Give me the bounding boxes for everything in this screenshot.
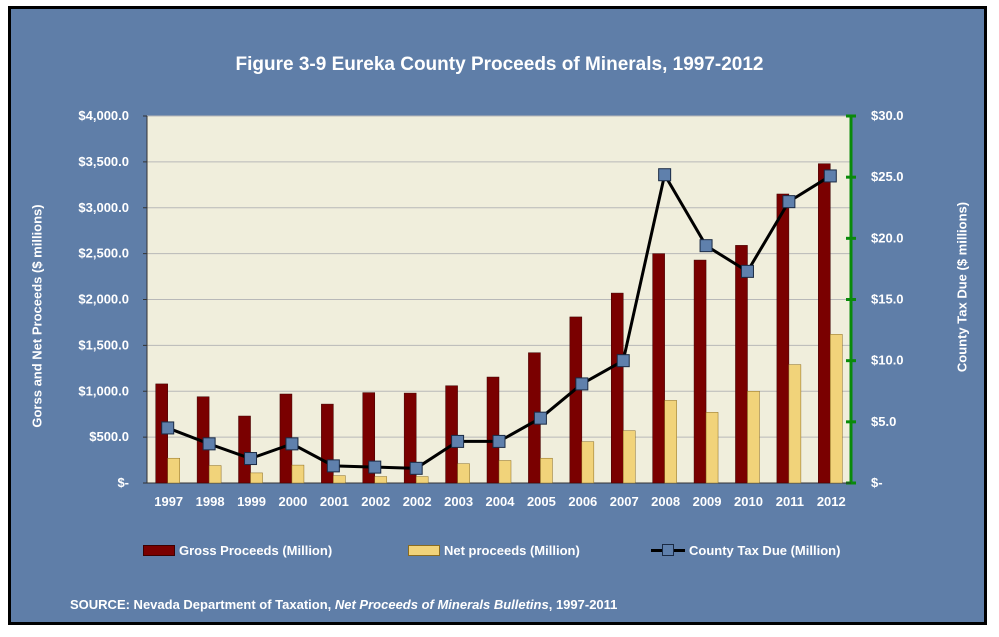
- x-tick-label: 1998: [196, 494, 225, 509]
- bar-gross-2011: [776, 193, 790, 484]
- x-tick-label: 2005: [527, 494, 556, 509]
- x-tick-label: 2001: [320, 494, 349, 509]
- marker-tax-2011: [782, 195, 796, 209]
- x-tick-label: 1997: [154, 494, 183, 509]
- bar-net-2006: [581, 441, 595, 484]
- legend-swatch-tax: [651, 544, 685, 556]
- source-note: SOURCE: Nevada Department of Taxation, N…: [70, 597, 617, 612]
- bar-net-2002: [415, 476, 429, 484]
- y2-tick-label: $20.0: [871, 230, 904, 245]
- marker-tax-1999: [244, 452, 258, 466]
- marker-tax-2002: [409, 461, 423, 475]
- marker-tax-2009: [699, 239, 713, 253]
- bar-net-1998: [208, 465, 222, 484]
- bar-gross-1999: [238, 415, 251, 484]
- marker-tax-1997: [161, 421, 175, 435]
- bar-net-2007: [622, 430, 636, 484]
- y-tick-label: $500.0: [89, 429, 129, 444]
- x-tick-label: 2002: [403, 494, 432, 509]
- y-axis-label: Gorss and Net Proceeds ($ millions): [29, 204, 45, 428]
- y2-tick-label: $30.0: [871, 108, 904, 123]
- x-tick-label: 2011: [776, 494, 804, 509]
- bar-net-2011: [788, 364, 802, 484]
- x-tick-label: 2004: [486, 494, 516, 509]
- bar-net-1997: [167, 457, 180, 484]
- legend-item-gross: Gross Proceeds (Million): [143, 541, 332, 559]
- x-tick-label: 2008: [651, 494, 680, 509]
- bar-net-2009: [705, 412, 719, 484]
- marker-tax-2007: [616, 354, 630, 368]
- marker-tax-2005: [533, 411, 547, 425]
- chart-title: Figure 3-9 Eureka County Proceeds of Min…: [235, 54, 764, 75]
- bar-gross-2010: [735, 245, 748, 484]
- legend-item-net: Net proceeds (Million): [408, 541, 580, 559]
- marker-tax-2000: [285, 437, 299, 451]
- marker-tax-2012: [823, 169, 837, 183]
- y-tick-label: $4,000.0: [78, 108, 129, 123]
- marker-tax-1998: [202, 437, 216, 451]
- bar-net-2008: [664, 400, 677, 484]
- bar-gross-2009: [693, 259, 707, 484]
- marker-tax-2004: [492, 434, 506, 448]
- marker-tax-2010: [740, 264, 754, 278]
- bar-gross-2002: [362, 392, 376, 484]
- x-tick-label: 2003: [444, 494, 473, 509]
- y2-tick-label: $-: [871, 475, 883, 490]
- x-tick-label: 2007: [610, 494, 639, 509]
- marker-tax-2003: [451, 434, 465, 448]
- x-tick-label: 2009: [693, 494, 722, 509]
- x-tick-label: 2002: [361, 494, 390, 509]
- legend-swatch-net: [408, 544, 440, 556]
- marker-tax-2001: [326, 459, 340, 473]
- source-prefix: SOURCE: Nevada Department of Taxation,: [70, 597, 335, 612]
- y-tick-label: $2,500.0: [78, 246, 129, 261]
- x-tick-label: 2000: [278, 494, 307, 509]
- bar-net-2003: [457, 463, 470, 484]
- bar-gross-2008: [652, 253, 665, 484]
- y2-tick-label: $25.0: [871, 169, 904, 184]
- bar-net-2004: [498, 460, 512, 484]
- marker-tax-2002: [368, 460, 382, 474]
- y-tick-label: $2,000.0: [78, 292, 129, 307]
- bar-net-2010: [747, 391, 760, 484]
- y-tick-label: $1,000.0: [78, 383, 129, 398]
- legend-swatch-gross: [143, 544, 175, 556]
- source-suffix: , 1997-2011: [548, 597, 618, 612]
- legend-label-tax: County Tax Due (Million): [689, 542, 841, 558]
- bar-gross-2002: [403, 392, 417, 484]
- y2-axis-label: County Tax Due ($ millions): [954, 201, 970, 373]
- y-tick-label: $3,000.0: [78, 200, 129, 215]
- legend-label-gross: Gross Proceeds (Million): [179, 542, 333, 558]
- x-tick-label: 2012: [817, 494, 846, 509]
- y-tick-label: $1,500.0: [78, 337, 129, 352]
- y2-tick-label: $10.0: [871, 353, 904, 368]
- bar-net-2002: [374, 476, 388, 484]
- bar-gross-2006: [569, 316, 583, 484]
- bar-gross-2007: [610, 292, 624, 484]
- bar-gross-2012: [818, 163, 831, 484]
- y2-tick-label: $15.0: [871, 292, 904, 307]
- y-tick-label: $-: [117, 475, 129, 490]
- bar-net-2000: [291, 464, 305, 484]
- x-tick-label: 2006: [568, 494, 597, 509]
- legend-item-tax: County Tax Due (Million): [651, 541, 840, 559]
- bar-net-2005: [540, 457, 553, 484]
- legend-label-net: Net proceeds (Million): [444, 542, 580, 558]
- bar-net-2001: [333, 475, 346, 484]
- x-tick-label: 1999: [237, 494, 266, 509]
- marker-tax-2008: [658, 168, 672, 182]
- bar-net-2012: [830, 334, 843, 484]
- bar-gross-2003: [445, 385, 458, 484]
- x-tick-label: 2010: [734, 494, 763, 509]
- marker-tax-2006: [575, 377, 589, 391]
- bar-gross-2004: [486, 376, 500, 484]
- y-tick-label: $3,500.0: [78, 154, 129, 169]
- source-title: Net Proceeds of Minerals Bulletins: [334, 597, 549, 612]
- bar-net-1999: [250, 472, 263, 484]
- y2-tick-label: $5.0: [871, 414, 896, 429]
